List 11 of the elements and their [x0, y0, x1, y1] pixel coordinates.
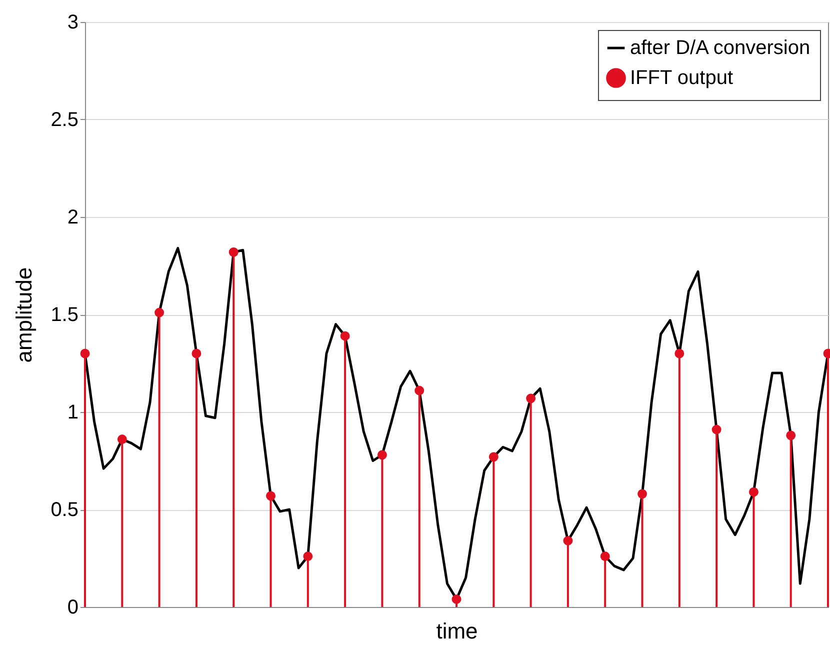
legend-label: after D/A conversion: [630, 37, 810, 59]
y-tick-label: 3: [67, 12, 78, 34]
y-tick-label: 2.5: [50, 109, 78, 131]
y-axis-title: amplitude: [12, 267, 37, 363]
y-tick-label: 0.5: [50, 499, 78, 521]
y-tick-label: 1.5: [50, 304, 78, 326]
y-tick-label: 0: [67, 596, 78, 618]
x-axis-title: time: [436, 618, 478, 644]
y-tick-label: 2: [67, 206, 78, 228]
y-tick-label: 1: [67, 402, 78, 424]
legend-label: IFFT output: [630, 67, 734, 89]
